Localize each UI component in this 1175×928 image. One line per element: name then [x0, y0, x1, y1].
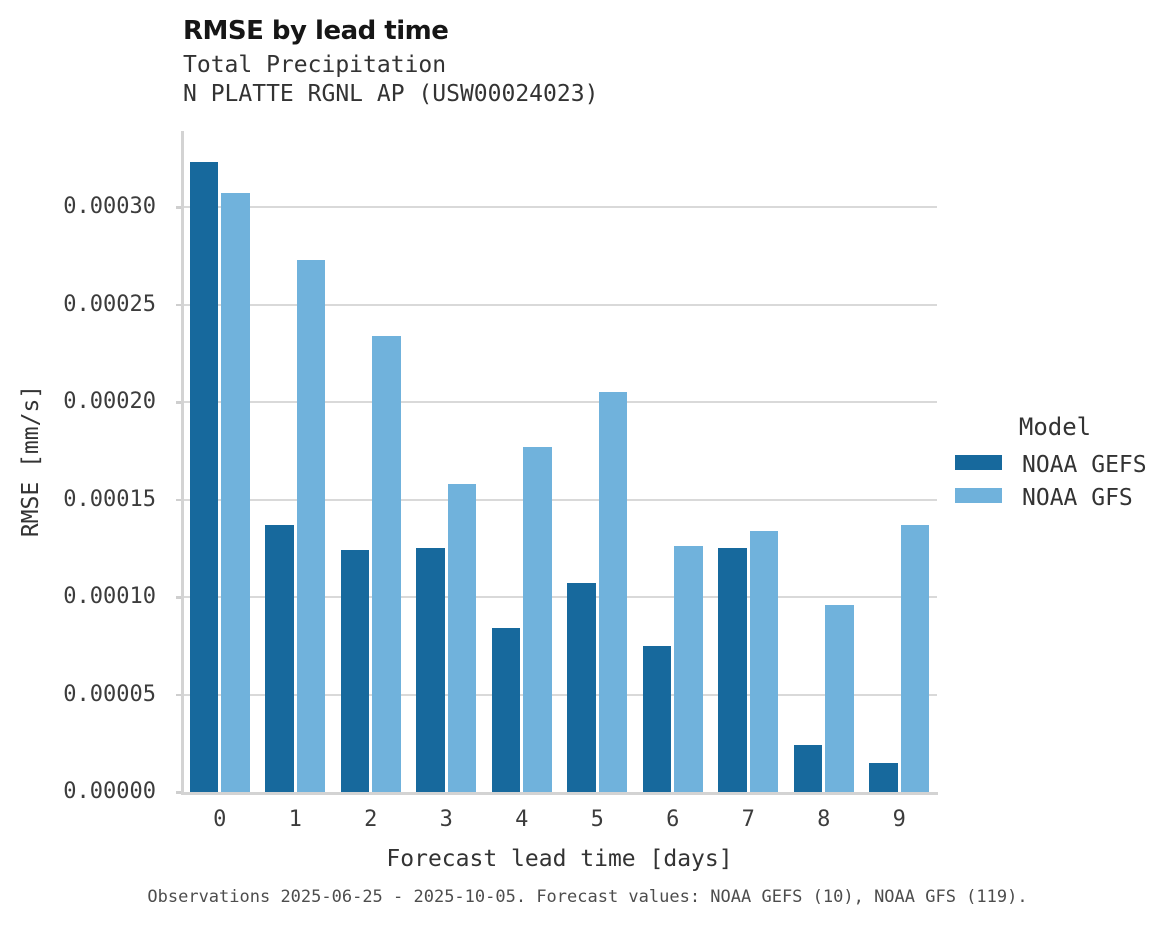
bar-noaa-gfs-day-6	[674, 546, 703, 792]
y-tick-label: 0.00000	[63, 779, 156, 804]
y-tick-label: 0.00020	[63, 389, 156, 415]
bar-noaa-gefs-day-5	[567, 583, 596, 792]
bar-noaa-gefs-day-2	[340, 550, 370, 792]
bar-noaa-gfs-day-9	[900, 524, 930, 792]
x-tick-label: 1	[288, 807, 302, 832]
x-tick-label: 6	[666, 807, 680, 832]
bar-noaa-gfs-day-3	[447, 483, 477, 792]
bar-noaa-gfs-day-5	[598, 392, 628, 792]
gridline	[182, 693, 937, 696]
y-tick-label: 0.00030	[63, 194, 156, 220]
gridline	[182, 206, 937, 209]
bar-noaa-gefs-day-1	[265, 524, 294, 792]
bar-noaa-gefs-day-3	[416, 548, 445, 792]
legend-label-noaa-gfs: NOAA GFS	[1022, 485, 1133, 511]
x-tick-label: 2	[364, 807, 378, 832]
bar-noaa-gefs-day-8	[793, 745, 823, 792]
x-axis-spine	[181, 792, 938, 795]
x-tick-label: 5	[590, 807, 604, 832]
bar-noaa-gefs-day-7	[718, 548, 747, 792]
legend-swatch-noaa-gfs-light	[955, 488, 1002, 503]
y-tick-label: 0.00005	[63, 681, 156, 707]
bar-noaa-gefs-day-6	[642, 645, 672, 792]
y-tick-label: 0.00010	[63, 584, 156, 609]
bar-noaa-gefs-day-9	[869, 762, 898, 792]
bar-noaa-gfs-day-1	[296, 259, 326, 792]
bar-noaa-gfs-day-4	[523, 446, 552, 792]
y-axis-spine	[181, 131, 184, 794]
x-tick-label: 3	[439, 807, 453, 832]
gridline	[182, 596, 937, 598]
x-tick-label: 7	[741, 807, 755, 832]
bar-noaa-gfs-day-0	[221, 193, 250, 792]
gridline	[182, 401, 937, 404]
bar-noaa-gefs-day-0	[189, 162, 219, 792]
gridline	[182, 303, 937, 306]
y-tick-mark	[176, 693, 182, 696]
legend-title: Model	[1018, 413, 1092, 441]
page-title: RMSE by lead time	[183, 16, 449, 46]
x-tick-label: 8	[817, 807, 831, 832]
y-tick-label: 0.00025	[63, 291, 156, 317]
legend-label-noaa-gefs: NOAA GEFS	[1022, 452, 1147, 478]
x-axis-label: Forecast lead time [days]	[386, 846, 733, 872]
y-tick-mark	[176, 303, 182, 307]
bar-noaa-gfs-day-8	[825, 604, 854, 792]
chart-station-subtitle: N PLATTE RGNL AP (USW00024023)	[183, 81, 599, 107]
y-tick-mark	[176, 401, 182, 404]
bar-noaa-gfs-day-7	[749, 530, 779, 792]
bar-noaa-gfs-day-2	[372, 335, 401, 792]
x-tick-label: 0	[213, 807, 227, 832]
x-tick-label: 9	[892, 807, 906, 832]
y-tick-mark	[176, 791, 182, 794]
bar-noaa-gefs-day-4	[491, 628, 521, 792]
y-tick-mark	[176, 596, 182, 599]
x-tick-label: 4	[515, 807, 529, 832]
y-tick-label: 0.00015	[63, 486, 156, 512]
legend-swatch-noaa-gefs	[955, 455, 1002, 470]
gridline	[182, 498, 937, 501]
y-tick-mark	[176, 206, 182, 209]
y-axis-label: RMSE [mm/s]	[18, 384, 44, 537]
chart-subtitle: Total Precipitation	[183, 52, 447, 78]
figure-caption: Observations 2025-06-25 - 2025-10-05. Fo…	[147, 887, 1028, 907]
y-tick-mark	[176, 498, 182, 502]
